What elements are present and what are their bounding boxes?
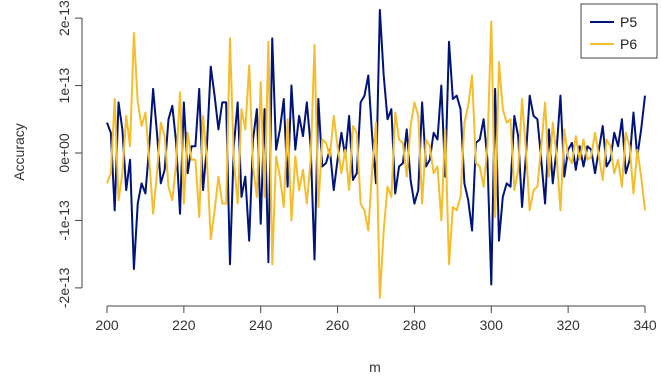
x-tick-label: 240 <box>249 317 273 333</box>
legend-box <box>580 3 658 59</box>
x-tick-label: 300 <box>480 317 504 333</box>
x-tick-label: 220 <box>172 317 196 333</box>
y-tick-label: -1e-13 <box>56 200 72 241</box>
x-tick-label: 340 <box>633 317 657 333</box>
series-line-p5 <box>106 9 646 286</box>
legend-label-p5: P5 <box>620 14 637 30</box>
y-tick-label: 1e-13 <box>56 67 72 103</box>
x-tick-label: 260 <box>326 317 350 333</box>
x-tick-label: 320 <box>556 317 580 333</box>
y-tick-label: -2e-13 <box>56 267 72 308</box>
legend: P5 P6 <box>580 3 658 59</box>
y-tick-label: 2e-13 <box>56 0 72 36</box>
plot-area <box>106 9 646 299</box>
y-axis-title: Accuracy <box>11 123 27 181</box>
x-tick-label: 200 <box>95 317 119 333</box>
series-line-p6 <box>106 20 646 299</box>
x-axis-title: m <box>369 359 381 375</box>
y-tick-label: 0e+00 <box>56 133 72 173</box>
x-tick-label: 280 <box>403 317 427 333</box>
legend-label-p6: P6 <box>620 36 637 52</box>
axes: 200 220 240 260 280 300 320 340 -2e-13 -1e-13 0e+0… <box>56 0 657 333</box>
